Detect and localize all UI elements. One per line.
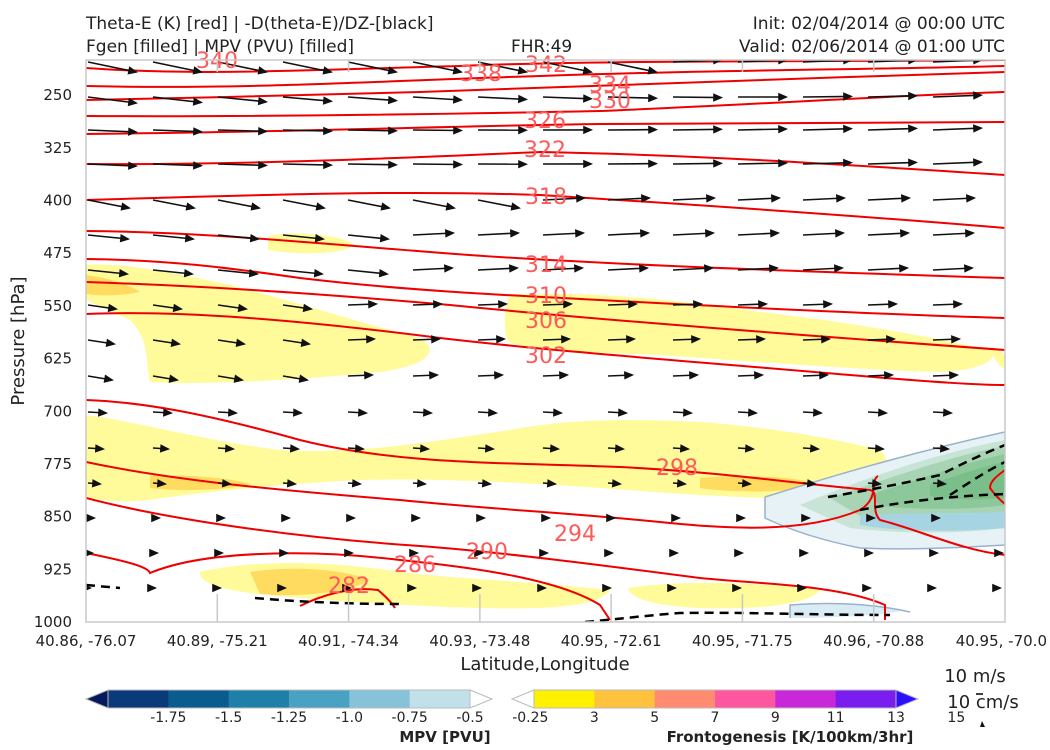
y-tick-label: 625 — [43, 350, 72, 368]
colorbar-tick-label: 5 — [650, 710, 659, 726]
y-tick-label: 700 — [43, 402, 72, 420]
x-tick-label: 40.86, -76.07 — [36, 632, 137, 650]
wind-vectors — [86, 60, 1005, 593]
colorbar-tick-label: -1.0 — [336, 710, 363, 726]
wind-key-vertical: 10 cm/s — [947, 692, 1019, 713]
colorbar-frame — [107, 689, 471, 709]
theta-e-label: 298 — [656, 456, 698, 481]
theta-e-label: 338 — [460, 62, 502, 87]
colorbar-segment — [715, 690, 776, 708]
wind-key-vertical-arrow — [980, 721, 985, 727]
y-tick-label: 925 — [43, 560, 72, 578]
plot-area — [86, 60, 1005, 622]
chart-title-line2: Fgen [filled] | MPV (PVU) [filled] — [86, 37, 355, 57]
mpv-colorbar-label: MPV [PVU] — [399, 728, 490, 746]
mpv-colorbar: -1.75 -1.5 -1.25 -1.0 -0.75 -0.5 -0.25 — [84, 689, 548, 726]
colorbar-segment — [228, 690, 290, 708]
colorbar-segment — [775, 690, 837, 708]
y-tick-label: 400 — [43, 192, 72, 210]
colorbar-segment — [534, 690, 595, 708]
colorbar-tick-label: 3 — [590, 710, 599, 726]
x-tick-label: 40.96, -70.88 — [823, 632, 924, 650]
theta-e-label: 322 — [524, 138, 566, 163]
x-tick-label: 40.95, -71.75 — [692, 632, 793, 650]
colorbar-tick-label: 9 — [771, 710, 780, 726]
theta-e-label: 302 — [525, 344, 567, 369]
x-axis-label: Latitude,Longitude — [460, 654, 629, 675]
colorbar-extend-high — [895, 689, 920, 709]
x-tick-label: 40.95, -72.61 — [561, 632, 662, 650]
colorbar-extend-low — [84, 689, 109, 709]
colorbar-segment — [168, 690, 230, 708]
frontogenesis-fills — [86, 233, 1005, 609]
colorbar-tick-label: -1.5 — [215, 710, 242, 726]
theta-e-label: 342 — [525, 53, 567, 78]
frontogenesis-colorbar: 3 5 7 9 11 13 15 — [510, 689, 965, 726]
colorbar-segment — [108, 690, 169, 708]
y-tick-label: 325 — [43, 139, 72, 157]
colorbar-tick-label: -0.75 — [392, 710, 428, 726]
plot-frame — [85, 59, 1006, 623]
theta-e-contours — [86, 60, 1005, 621]
x-tick-label: 40.95, -70.0 — [956, 632, 1047, 650]
colorbar-segment — [594, 690, 656, 708]
colorbar-tick-label: 7 — [711, 710, 720, 726]
colorbar-segment — [654, 690, 716, 708]
theta-e-label: 326 — [524, 109, 566, 134]
colorbar-extend-low — [510, 689, 535, 709]
init-time: Init: 02/04/2014 @ 00:00 UTC — [752, 14, 1005, 34]
y-tick-label: 850 — [43, 508, 72, 526]
y-tick-label: 550 — [43, 297, 72, 315]
theta-e-label: 310 — [525, 284, 567, 309]
colorbar-segment — [349, 690, 411, 708]
colorbar-tick-label: 15 — [947, 710, 965, 726]
colorbar-tick-label: 13 — [887, 710, 905, 726]
wind-key: 10 m/s 10 cm/s — [944, 666, 1019, 727]
colorbar-tick-label: -1.25 — [271, 710, 307, 726]
theta-e-label: 318 — [525, 185, 567, 210]
theta-e-label: 334 — [589, 73, 631, 98]
y-axis-label: Pressure [hPa] — [8, 276, 29, 405]
y-tick-label: 1000 — [34, 613, 72, 631]
y-tick-label: 250 — [43, 86, 72, 104]
valid-time: Valid: 02/06/2014 @ 01:00 UTC — [739, 37, 1005, 57]
colorbar-segment — [835, 690, 897, 708]
theta-e-label: 330 — [589, 89, 631, 114]
colorbar-segment — [409, 690, 471, 708]
y-axis-ticks: 250 325 400 475 550 625 700 775 850 925 1000 — [34, 86, 72, 631]
x-axis-ticks: 40.86, -76.07 40.89, -75.21 40.91, -74.34 4… — [36, 60, 1047, 650]
theta-e-label: 290 — [466, 540, 508, 565]
x-tick-label: 40.89, -75.21 — [167, 632, 268, 650]
forecast-hour: FHR:49 — [511, 37, 573, 57]
colorbar-extend-high — [469, 689, 494, 709]
frontogenesis-colorbar-label: Frontogenesis [K/100km/3hr] — [667, 728, 914, 746]
y-tick-label: 775 — [43, 455, 72, 473]
x-tick-label: 40.91, -74.34 — [298, 632, 399, 650]
colorbar-tick-label: 11 — [827, 710, 845, 726]
colorbar-tick-label: -1.75 — [150, 710, 186, 726]
dthetae-dz-contours — [86, 443, 1005, 622]
y-tick-label: 475 — [43, 244, 72, 262]
theta-e-label: 306 — [525, 309, 567, 334]
colorbar-tick-label: -0.25 — [512, 710, 548, 726]
colorbar-segment — [289, 690, 350, 708]
theta-e-label: 294 — [554, 522, 596, 547]
theta-e-label: 286 — [394, 553, 436, 578]
colorbar-frame — [533, 689, 897, 709]
theta-e-label: 314 — [525, 253, 567, 278]
x-tick-label: 40.93, -73.48 — [429, 632, 530, 650]
chart-title-line1: Theta-E (K) [red] | -D(theta-E)/DZ-[blac… — [86, 14, 434, 34]
wind-key-horizontal: 10 m/s — [944, 666, 1006, 687]
colorbar-tick-label: -0.5 — [456, 710, 483, 726]
